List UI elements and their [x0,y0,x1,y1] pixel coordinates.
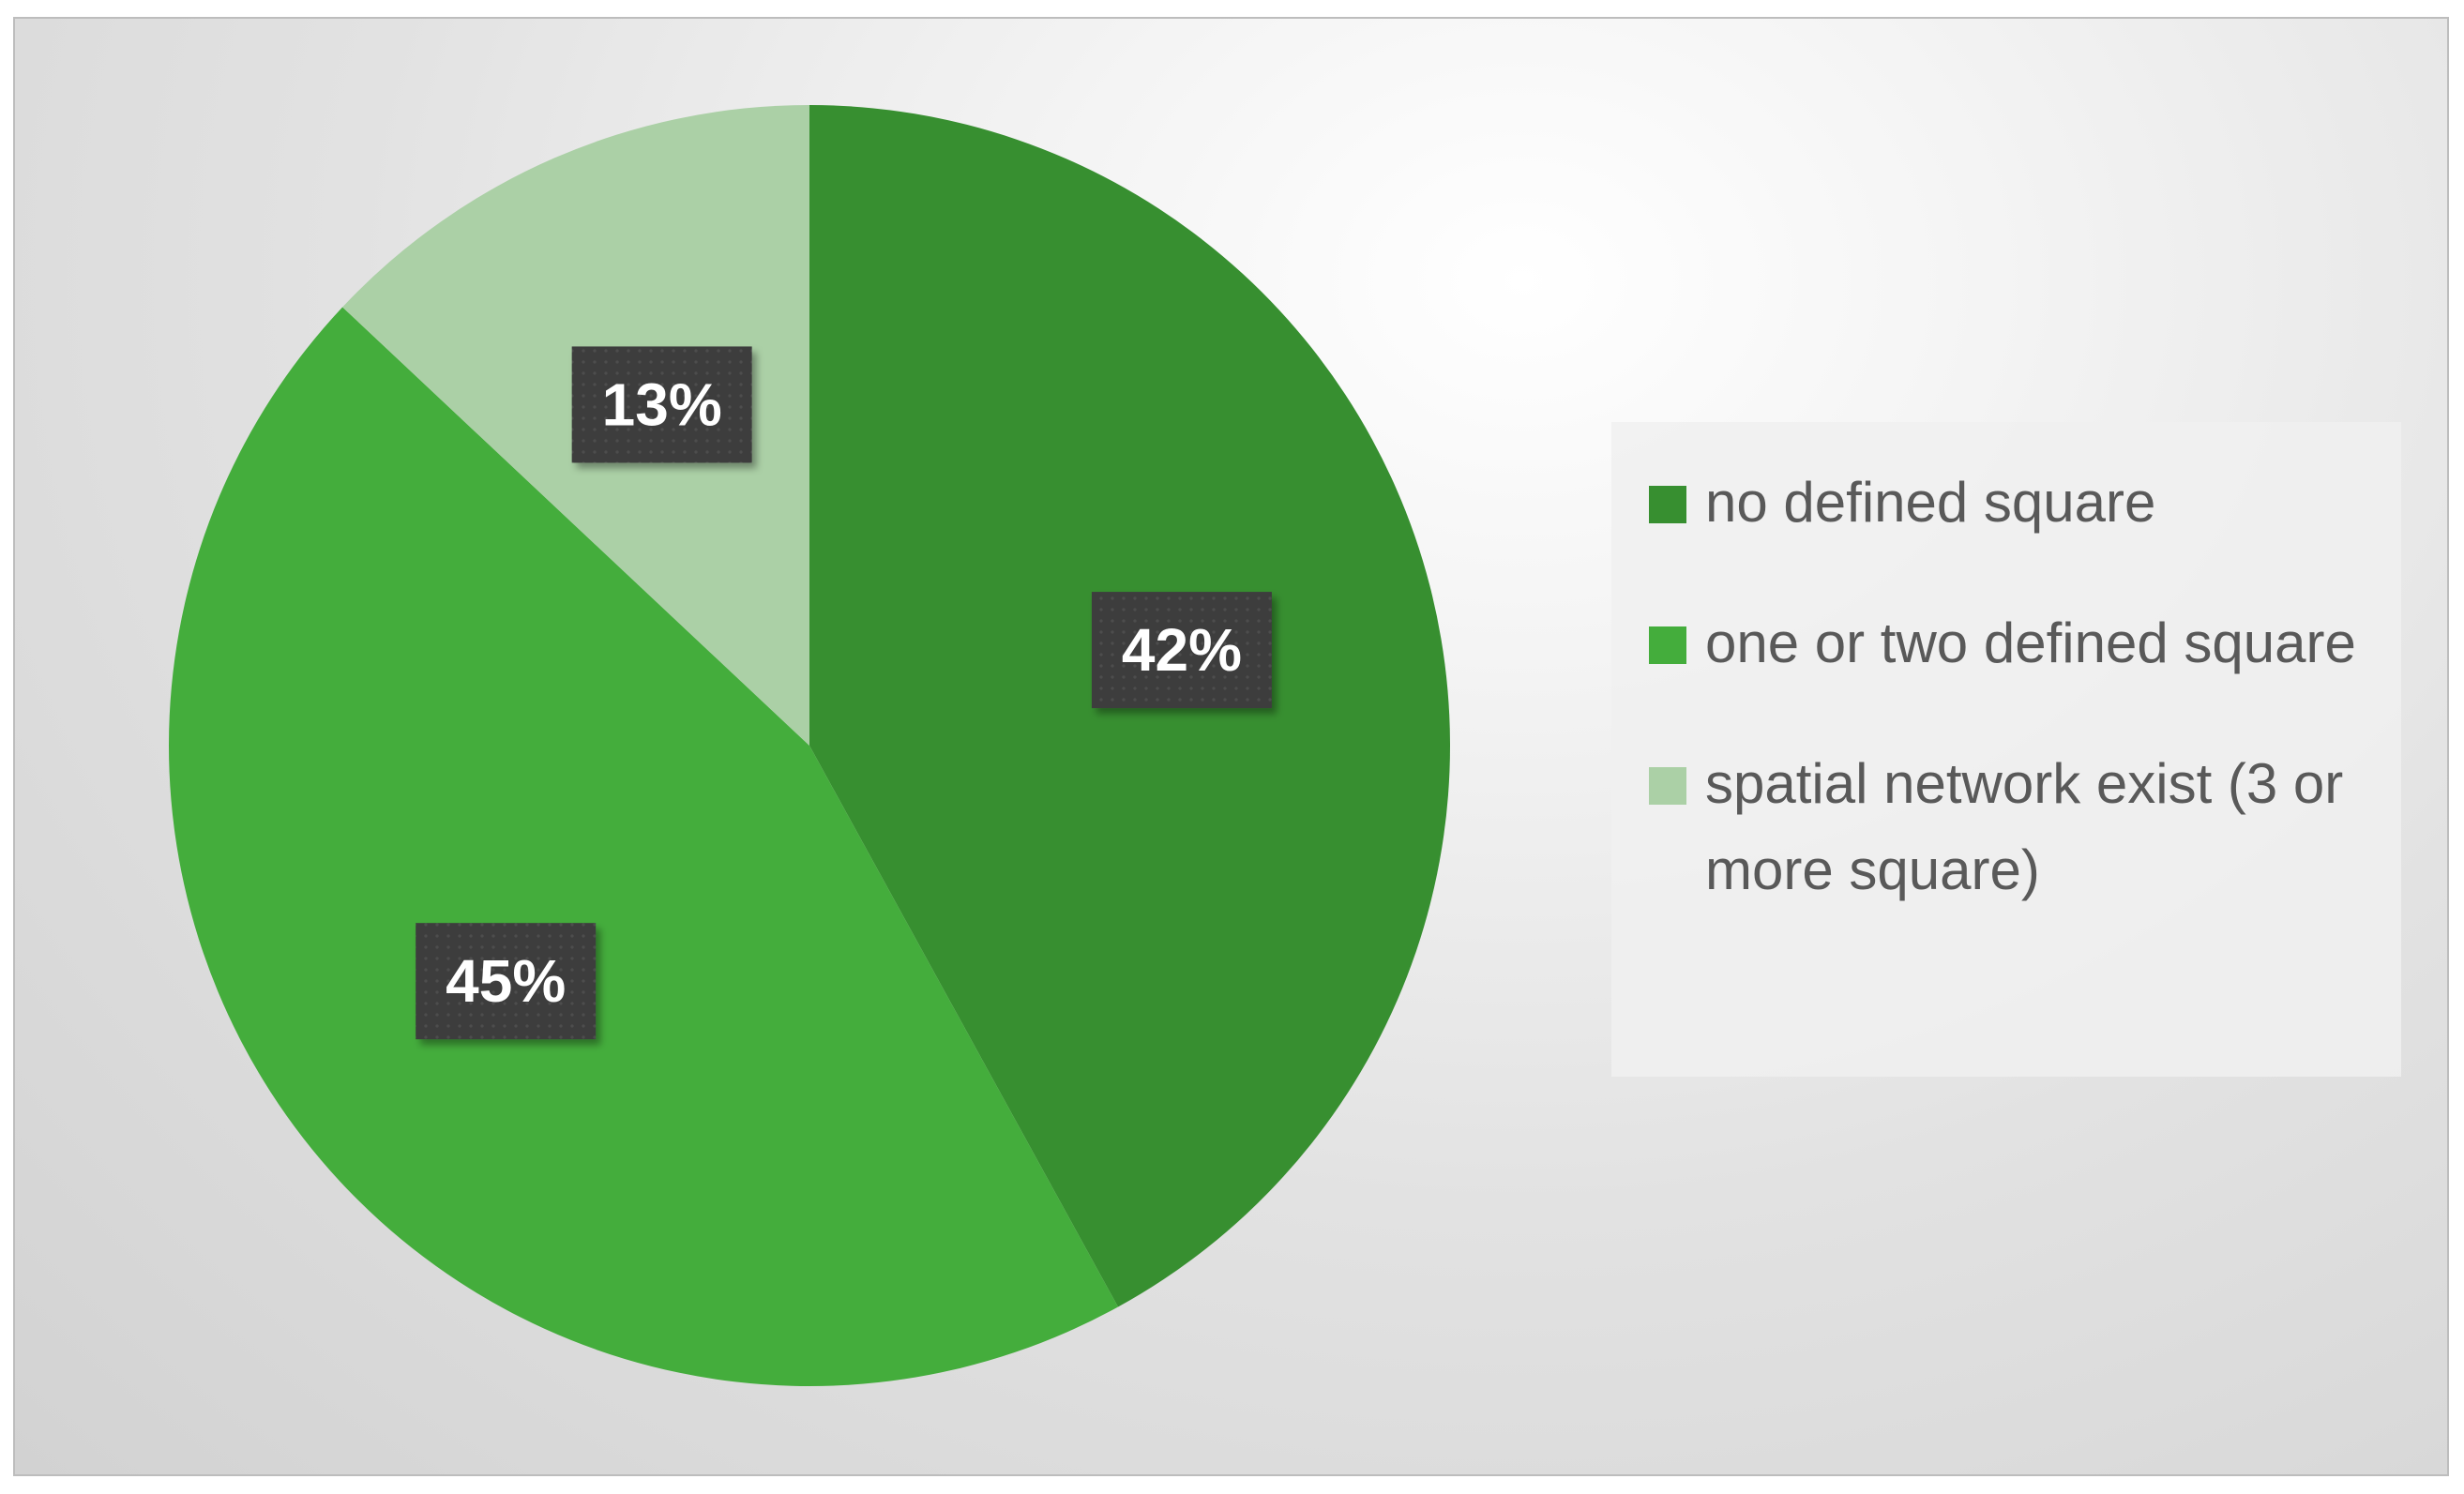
legend-swatch [1649,767,1686,805]
data-label-45: 45% [416,923,597,1040]
data-label-13: 13% [571,346,752,463]
data-label-text: 42% [1122,616,1242,684]
legend-swatch [1649,626,1686,664]
data-label-text: 45% [446,947,566,1015]
data-label-box [416,923,597,1040]
legend-item-one-or-two-defined-square: one or two defined square [1649,600,2373,687]
legend-label: no defined square [1705,471,2156,534]
pie-chart: 42% 45% 13% [169,105,1451,1386]
legend-label: one or two defined square [1705,611,2356,674]
data-label-box [571,346,752,463]
chart-area: 42% 45% 13% no defined square one or two de… [13,17,2449,1476]
legend-item-no-defined-square: no defined square [1649,460,2373,546]
legend-swatch [1649,486,1686,523]
data-label-box [1091,592,1272,709]
legend-item-spatial-network-exist: spatial network exist (3 or more square) [1649,741,2373,913]
legend-label: spatial network exist (3 or more square) [1705,752,2344,901]
legend: no defined square one or two defined squa… [1611,422,2401,1077]
data-label-text: 13% [602,370,722,438]
slice-one-or-two-defined-square [169,307,1119,1386]
data-label-42: 42% [1091,592,1272,709]
